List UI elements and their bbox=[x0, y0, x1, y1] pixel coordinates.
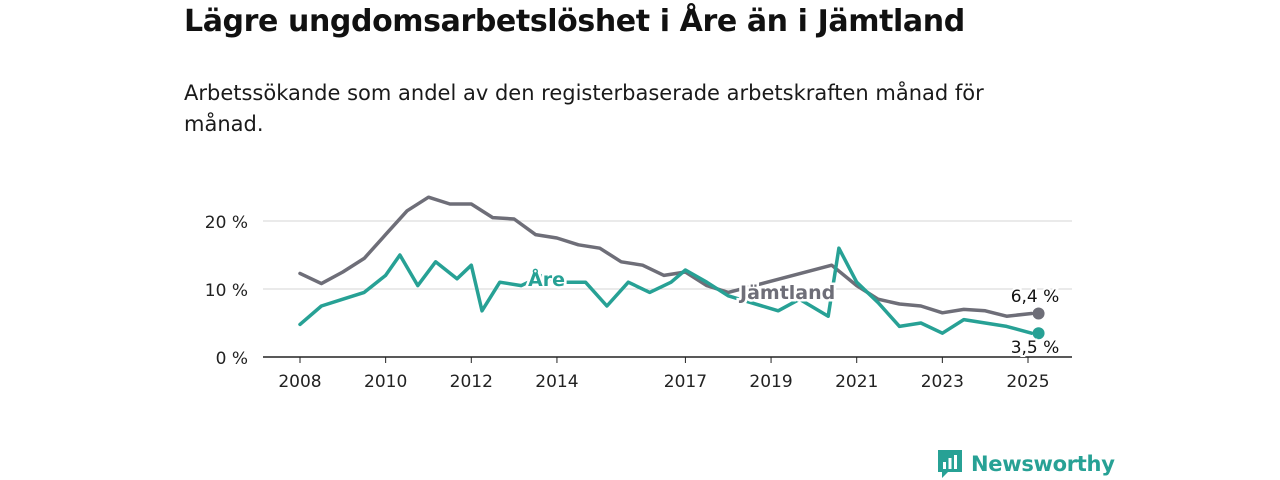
series-line-jamtland bbox=[298, 195, 1034, 318]
end-label-are: 3,5 % bbox=[1011, 338, 1060, 358]
x-tick-label: 2023 bbox=[921, 372, 964, 392]
x-tick-label: 2010 bbox=[364, 372, 407, 392]
x-tick-label: 2021 bbox=[835, 372, 878, 392]
end-label-jamtland: 6,4 % bbox=[1011, 287, 1060, 307]
brand-logo: Newsworthy bbox=[937, 449, 1115, 479]
x-tick-label: 2014 bbox=[535, 372, 578, 392]
series-label-jamtland: Jämtland bbox=[738, 282, 835, 304]
y-tick-label: 20 % bbox=[205, 213, 248, 233]
end-marker-jamtland bbox=[1032, 307, 1045, 320]
series-line-are bbox=[298, 246, 1034, 335]
y-tick-label: 0 % bbox=[216, 349, 248, 369]
chart-subtitle: Arbetssökande som andel av den registerb… bbox=[184, 81, 984, 136]
x-tick-label: 2019 bbox=[749, 372, 792, 392]
x-tick-label: 2017 bbox=[664, 372, 707, 392]
series-label-are: Åre bbox=[528, 267, 565, 291]
brand-name: Newsworthy bbox=[971, 452, 1115, 476]
x-tick-label: 2025 bbox=[1006, 372, 1049, 392]
chart-title: Lägre ungdomsarbetslöshet i Åre än i Jäm… bbox=[184, 4, 965, 39]
y-tick-label: 10 % bbox=[205, 281, 248, 301]
end-marker-are bbox=[1032, 327, 1045, 340]
x-tick-label: 2008 bbox=[278, 372, 321, 392]
bar-chart-speech-icon bbox=[938, 450, 962, 478]
x-tick-label: 2012 bbox=[450, 372, 493, 392]
